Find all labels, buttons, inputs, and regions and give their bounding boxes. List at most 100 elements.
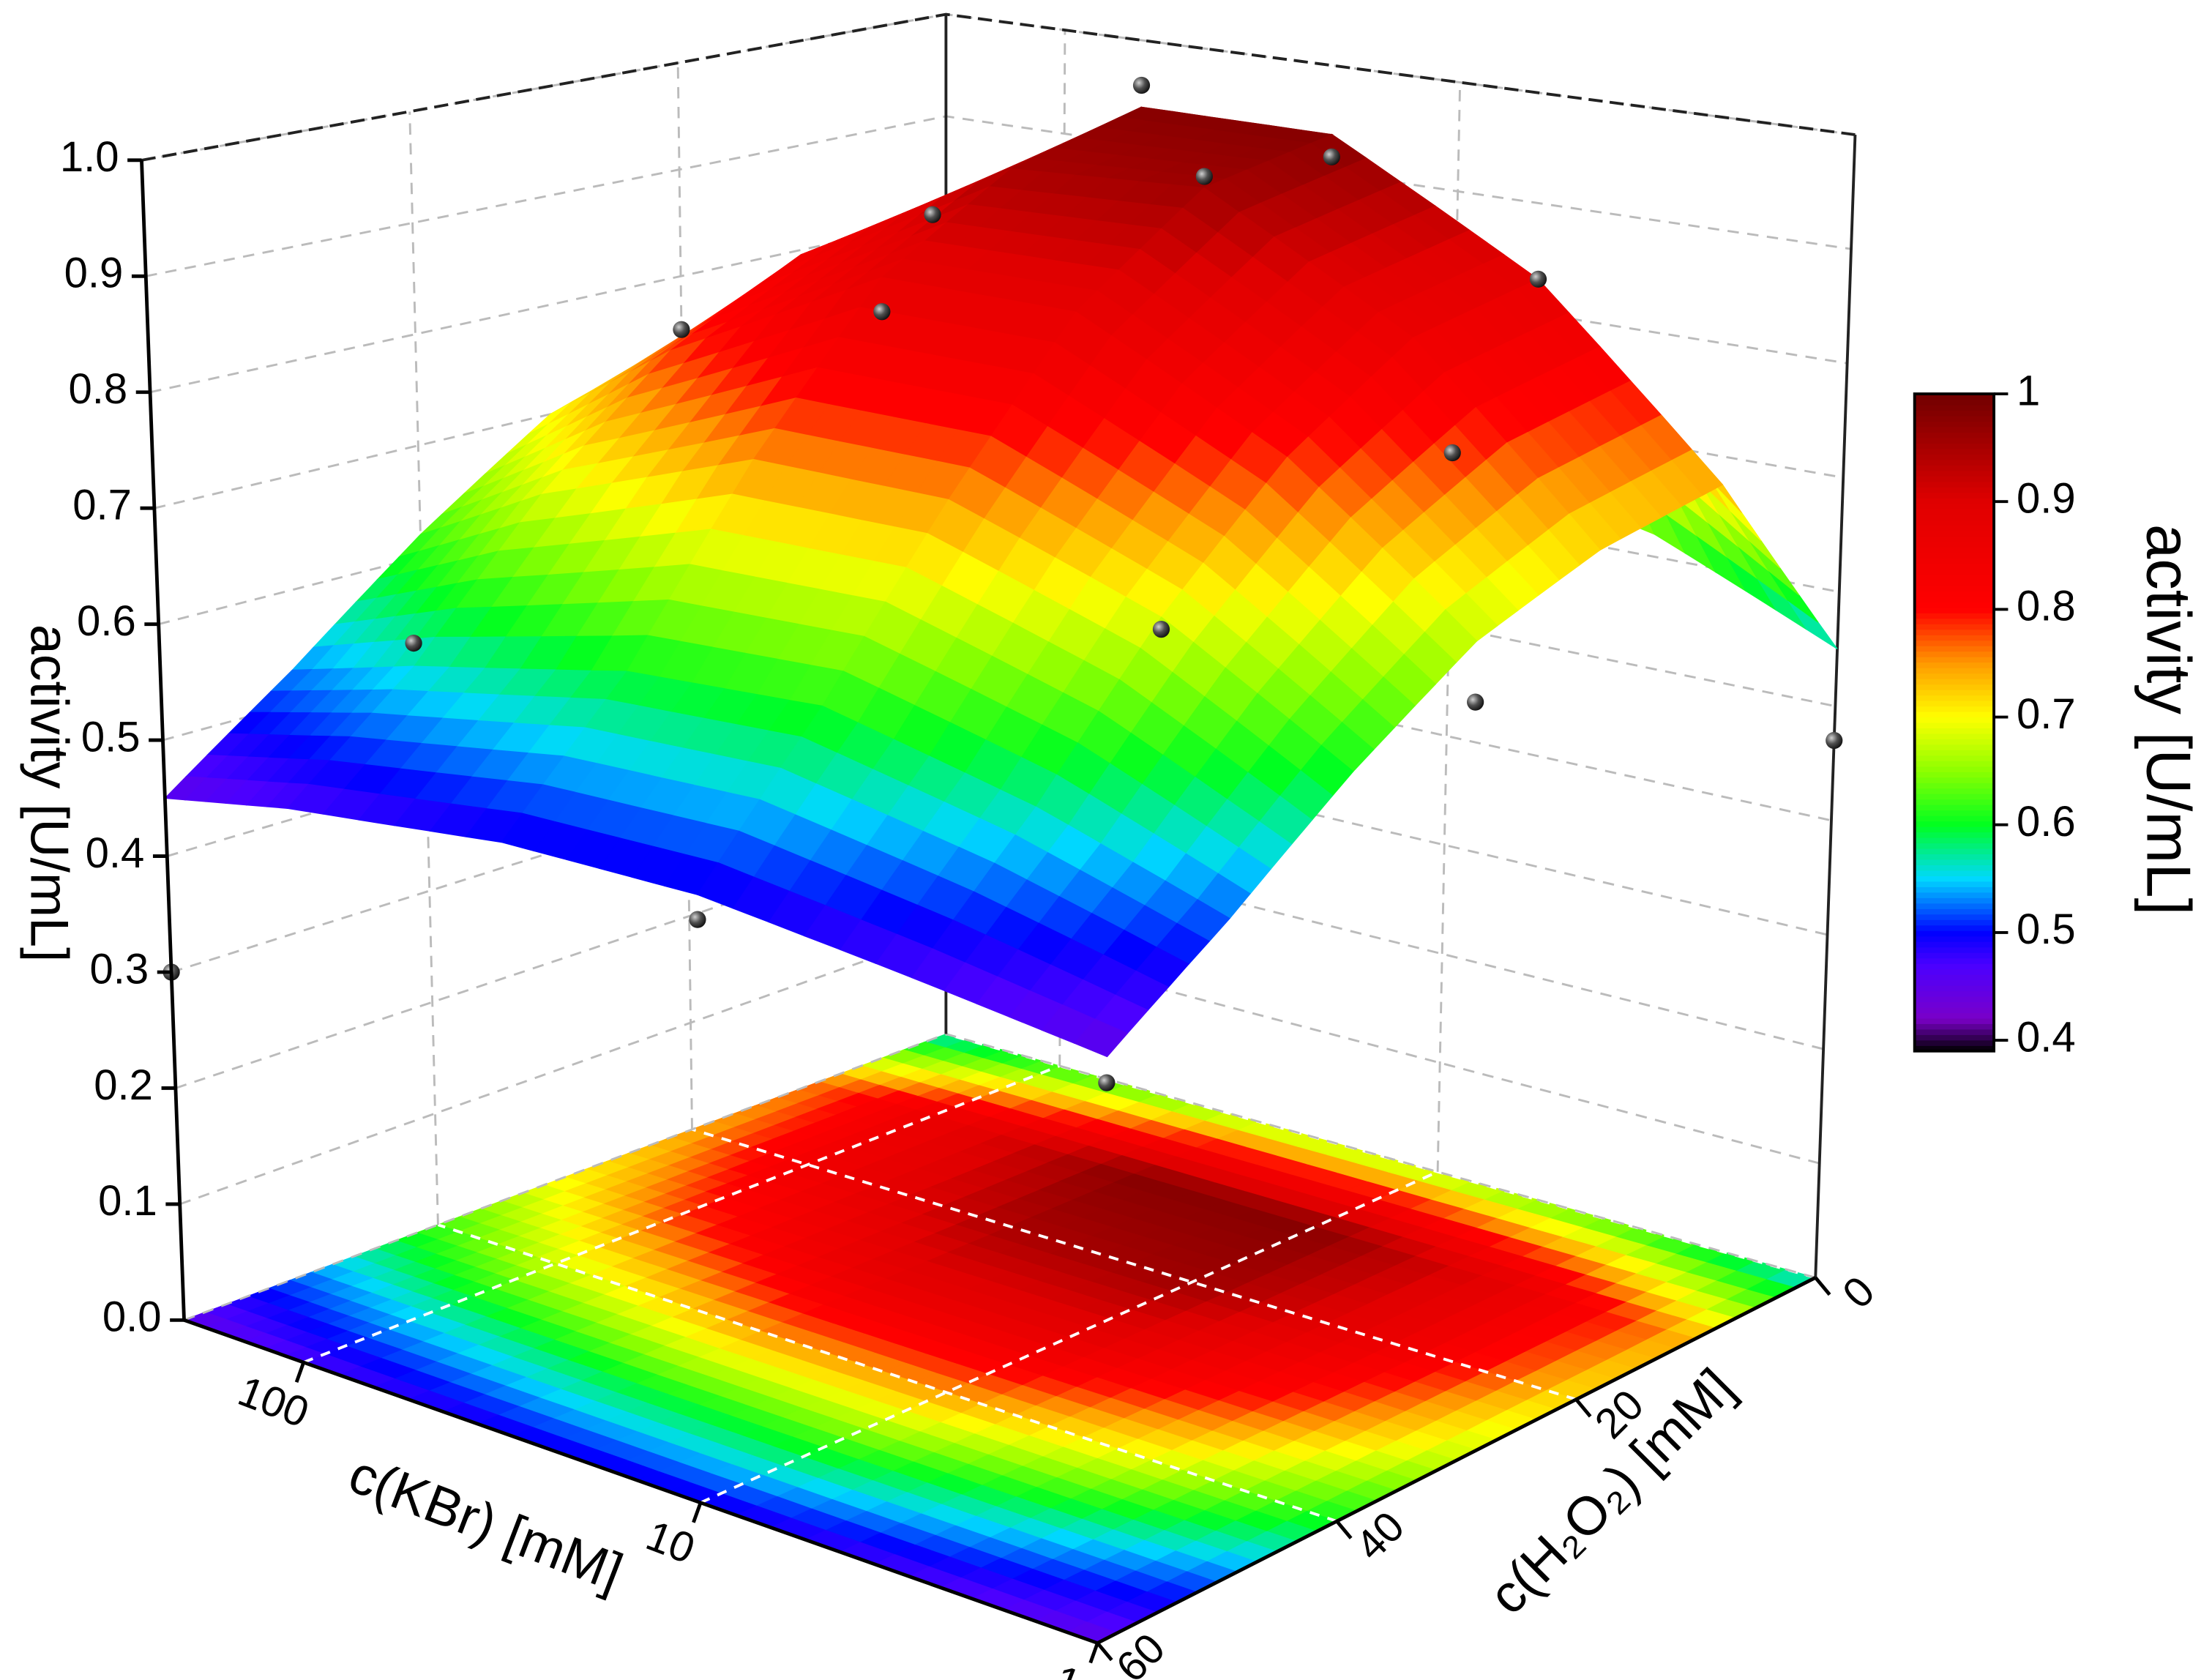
colorbar-cell bbox=[1914, 393, 1995, 400]
colorbar-cell bbox=[1914, 442, 1995, 449]
x-tick bbox=[1088, 1642, 1099, 1664]
colorbar-cell bbox=[1914, 579, 1995, 586]
data-point bbox=[1098, 1074, 1116, 1091]
colorbar-cell bbox=[1914, 590, 1995, 597]
colorbar-cell bbox=[1914, 1045, 1995, 1052]
wall-grid-line bbox=[141, 13, 1856, 162]
colorbar-cell bbox=[1914, 903, 1995, 909]
y-tick-label: 0 bbox=[1834, 1267, 1884, 1318]
colorbar-cell bbox=[1914, 1007, 1995, 1013]
data-point bbox=[1467, 693, 1484, 711]
colorbar-cell bbox=[1914, 568, 1995, 575]
colorbar-tick-label: 0.8 bbox=[2017, 583, 2076, 630]
colorbar-cell bbox=[1914, 437, 1995, 444]
data-point bbox=[1826, 731, 1843, 750]
z-tick-label: 1.0 bbox=[60, 133, 119, 181]
colorbar-cell bbox=[1914, 475, 1995, 482]
floor-grid-line bbox=[303, 1064, 1061, 1364]
colorbar-cell bbox=[1914, 990, 1995, 997]
colorbar-cell bbox=[1914, 777, 1995, 783]
z-tick-label: 0.7 bbox=[72, 482, 132, 529]
colorbar-cell bbox=[1914, 744, 1995, 750]
floor-grid-line bbox=[691, 1127, 1577, 1401]
floor-grid-line bbox=[700, 1171, 1438, 1504]
colorbar-cell bbox=[1914, 667, 1995, 674]
colorbar-cell bbox=[1914, 623, 1995, 630]
colorbar-cell bbox=[1914, 514, 1995, 520]
colorbar-cell bbox=[1914, 563, 1995, 570]
z-tick-label: 0.3 bbox=[89, 945, 149, 993]
colorbar-title: activity [U/mL] bbox=[2134, 524, 2203, 915]
z-tick-label: 0.8 bbox=[68, 365, 127, 413]
colorbar-cell bbox=[1914, 634, 1995, 641]
colorbar-cell bbox=[1914, 535, 1995, 542]
colorbar-cell bbox=[1914, 525, 1995, 531]
colorbar-cell bbox=[1914, 470, 1995, 477]
colorbar-cell bbox=[1914, 760, 1995, 767]
colorbar-cell bbox=[1914, 782, 1995, 789]
colorbar-cell bbox=[1914, 925, 1995, 931]
colorbar-cell bbox=[1914, 629, 1995, 635]
data-point bbox=[873, 303, 891, 321]
y-tick bbox=[1574, 1398, 1592, 1418]
x-tick bbox=[692, 1501, 703, 1523]
colorbar-cell bbox=[1914, 881, 1995, 887]
z-tick-label: 0.9 bbox=[64, 250, 124, 297]
colorbar-cell bbox=[1914, 996, 1995, 1003]
colorbar-cell bbox=[1914, 662, 1995, 668]
colorbar-cell bbox=[1914, 919, 1995, 926]
colorbar-cell bbox=[1914, 826, 1995, 833]
colorbar-cell bbox=[1914, 612, 1995, 619]
floor bbox=[182, 1032, 1817, 1645]
x-tick-label: 100 bbox=[232, 1367, 315, 1437]
colorbar-cell bbox=[1914, 557, 1995, 564]
surface bbox=[164, 106, 1838, 1058]
colorbar-cell bbox=[1914, 870, 1995, 876]
colorbar-cell bbox=[1914, 420, 1995, 428]
colorbar-cell bbox=[1914, 1034, 1995, 1041]
colorbar-cell bbox=[1914, 431, 1995, 438]
colorbar-cell bbox=[1914, 810, 1995, 816]
data-point bbox=[1529, 270, 1547, 288]
colorbar-cell bbox=[1914, 837, 1995, 844]
colorbar-cell bbox=[1914, 771, 1995, 778]
box-edge bbox=[1814, 134, 1857, 1278]
colorbar-cell bbox=[1914, 733, 1995, 739]
colorbar-cell bbox=[1914, 546, 1995, 553]
colorbar-cell bbox=[1914, 815, 1995, 822]
colorbar-cell bbox=[1914, 1039, 1995, 1046]
data-point bbox=[924, 206, 941, 223]
colorbar-cell bbox=[1914, 585, 1995, 591]
z-tick-label: 0.4 bbox=[86, 829, 145, 877]
colorbar-cell bbox=[1914, 831, 1995, 838]
colorbar-cell bbox=[1914, 530, 1995, 537]
y-tick bbox=[1096, 1641, 1113, 1662]
colorbar-cell bbox=[1914, 459, 1995, 466]
surface-cell bbox=[1787, 600, 1838, 649]
colorbar-cell bbox=[1914, 508, 1995, 515]
colorbar-cell bbox=[1914, 694, 1995, 701]
wall-grid-line bbox=[175, 829, 1824, 1089]
colorbar-cell bbox=[1914, 897, 1995, 904]
colorbar-cell bbox=[1914, 727, 1995, 734]
colorbar-cell bbox=[1914, 503, 1995, 509]
data-point bbox=[689, 911, 706, 928]
colorbar-cell bbox=[1914, 738, 1995, 745]
colorbar-tick-label: 0.7 bbox=[2017, 690, 2076, 738]
colorbar-tick-label: 0.5 bbox=[2017, 906, 2076, 953]
colorbar-cell bbox=[1914, 678, 1995, 685]
colorbar-cell bbox=[1914, 985, 1995, 992]
box-edge bbox=[141, 12, 1856, 162]
colorbar-cell bbox=[1914, 404, 1995, 411]
colorbar-cell bbox=[1914, 711, 1995, 718]
colorbar-cell bbox=[1914, 596, 1995, 602]
colorbar-cell bbox=[1914, 541, 1995, 548]
colorbar-cell bbox=[1914, 875, 1995, 882]
x-axis bbox=[183, 1318, 1099, 1645]
z-tick-label: 0.5 bbox=[81, 713, 141, 761]
z-tick-label: 0.2 bbox=[94, 1061, 153, 1109]
wall-grid-line bbox=[166, 624, 1832, 857]
colorbar-tick-label: 0.4 bbox=[2017, 1013, 2076, 1061]
colorbar-cell bbox=[1914, 947, 1995, 953]
colorbar-cell bbox=[1914, 464, 1995, 471]
